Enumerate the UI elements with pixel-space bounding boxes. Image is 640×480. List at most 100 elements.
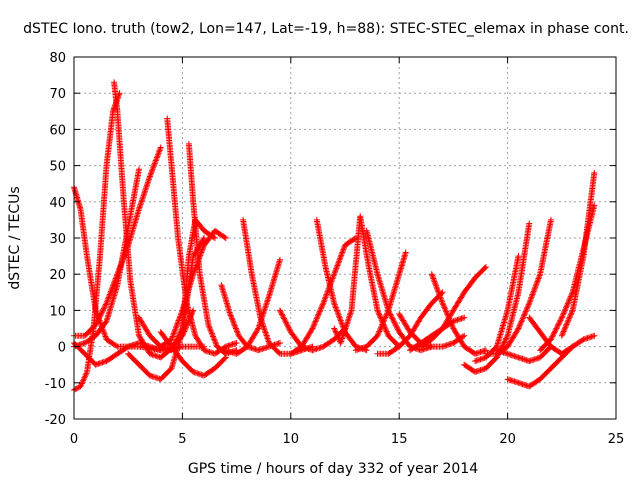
data-point-markers [277, 307, 294, 334]
series-pass [287, 235, 359, 357]
data-point-markers [348, 214, 363, 314]
series-pass [407, 314, 468, 354]
data-point [591, 169, 598, 176]
chart-title: dSTEC Iono. truth (tow2, Lon=147, Lat=-1… [23, 21, 629, 37]
y-tick-label: 10 [49, 304, 66, 319]
data-point-markers [168, 162, 181, 240]
data-point-markers [103, 109, 116, 169]
x-tick-label: 5 [178, 432, 186, 447]
data-point-markers [374, 308, 391, 339]
data-point-markers [125, 167, 142, 231]
data-point [461, 332, 468, 339]
data-point-markers [111, 79, 121, 113]
data-point-markers [71, 184, 84, 211]
data-point-markers [407, 329, 423, 345]
series-pass [558, 169, 598, 339]
x-axis-title: GPS time / hours of day 332 of year 2014 [188, 461, 478, 477]
axis-ticks: -20 -10 0 10 20 30 40 50 60 70 80 0 5 10 15 20 25 [45, 51, 625, 447]
data-point-markers [428, 271, 445, 305]
data-point-markers [255, 294, 272, 332]
data-point-markers [114, 225, 131, 289]
data-point [233, 339, 240, 346]
data-point-markers [218, 282, 233, 316]
data-point-markers [363, 333, 380, 350]
data-point-markers [125, 350, 141, 367]
data-point-markers [396, 333, 412, 350]
data-point-markers [482, 355, 499, 372]
y-tick-label: 60 [49, 123, 66, 138]
data-point-markers [81, 323, 98, 339]
data-point-markers [127, 278, 142, 338]
data-point-markers [417, 337, 434, 350]
data-point-markers [114, 108, 127, 204]
series-pass [164, 115, 240, 357]
data-point-markers [103, 283, 120, 325]
data-point-markers [211, 227, 228, 241]
y-tick-label: 30 [49, 232, 66, 247]
data-point-markers [580, 171, 598, 260]
data-point-markers [450, 290, 467, 314]
data-point-markers [103, 336, 120, 349]
y-tick-label: -10 [45, 377, 66, 392]
data-point-markers [298, 326, 315, 350]
data-point-markers [515, 354, 531, 364]
data-point-markers [417, 333, 434, 346]
data-point-markers [526, 272, 543, 307]
data-point-markers [537, 366, 553, 383]
data-point-markers [92, 319, 109, 339]
x-tick-label: 15 [391, 432, 408, 447]
data-point-markers [248, 271, 264, 320]
series-pass [222, 256, 283, 357]
data-point [276, 256, 283, 263]
x-tick-label: 20 [499, 432, 516, 447]
data-point-markers [157, 366, 174, 383]
series-pass [218, 282, 283, 354]
data-point-markers [569, 337, 586, 350]
data-point-markers [77, 206, 90, 258]
data-point-markers [504, 376, 521, 386]
data-point-markers [504, 326, 521, 350]
data-point-markers [266, 340, 282, 356]
series-pass [71, 307, 197, 368]
data-point-markers [211, 355, 228, 372]
data-point-markers [537, 344, 553, 361]
data-point-markers [205, 321, 220, 349]
data-point-markers [192, 332, 207, 352]
data-point-markers [114, 344, 130, 357]
data-point-markers [233, 344, 250, 357]
data-point-markers [515, 222, 532, 296]
data-point-markers [287, 329, 304, 349]
data-point [157, 144, 164, 151]
data-point-markers [97, 164, 110, 260]
data-point-markers [558, 290, 575, 321]
data-point-markers [201, 227, 217, 241]
data-point-markers [320, 337, 336, 350]
data-point-markers [240, 216, 255, 276]
data-point-markers [385, 332, 402, 349]
data-point-markers [136, 361, 152, 378]
data-point-markers [428, 326, 445, 339]
data-point-markers [558, 308, 575, 339]
data-point [547, 216, 554, 223]
data-point-markers [558, 344, 575, 357]
series-pass [526, 314, 598, 357]
data-point-markers [146, 145, 164, 180]
series-pass [352, 249, 409, 354]
data-point-markers [548, 355, 564, 372]
data-point [201, 235, 208, 241]
data-point [222, 354, 229, 361]
data-point-markers [537, 337, 553, 354]
data-point-markers [472, 265, 488, 281]
data-point-markers [504, 350, 521, 360]
data-point-markers [504, 290, 522, 339]
x-tick-label: 0 [70, 432, 78, 447]
data-point [211, 235, 218, 241]
y-tick-label: 70 [49, 87, 66, 102]
data-point-markers [179, 358, 196, 374]
series-pass [331, 213, 403, 350]
series-pass [157, 216, 218, 354]
series-pass [185, 140, 240, 357]
series-pass [125, 235, 208, 383]
data-point-markers [77, 370, 90, 390]
data-point-markers [190, 243, 207, 278]
